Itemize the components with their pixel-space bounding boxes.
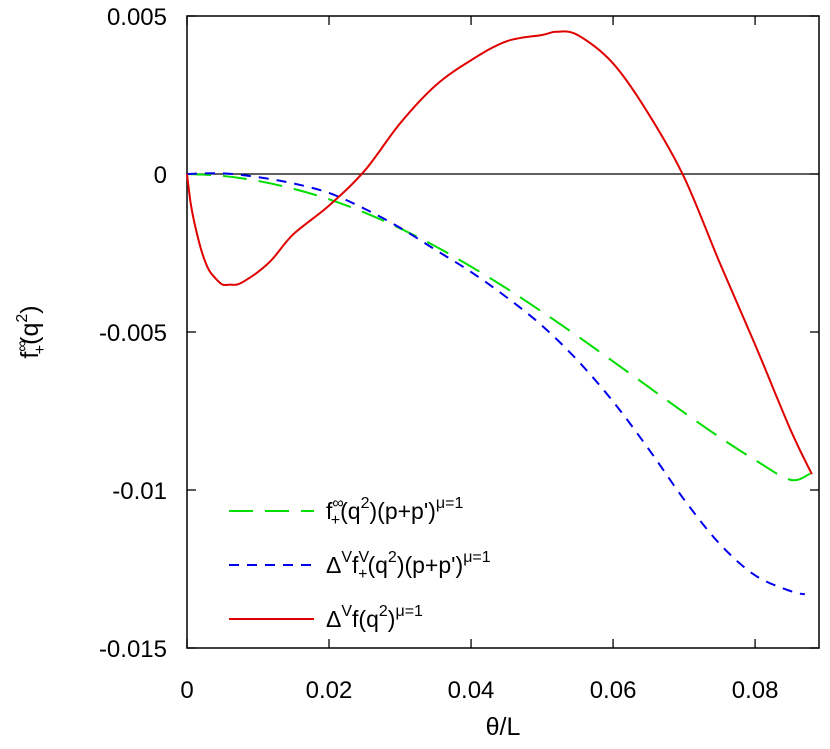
legend-label-red: ΔVf(q2)μ=1	[326, 603, 423, 632]
series-line-green	[186, 173, 813, 482]
y-axis-title: f∞+(q2)	[14, 305, 49, 358]
x-tick-label: 0.02	[306, 677, 353, 704]
series-line-red	[186, 30, 813, 475]
legend: f∞ +(q2)(p+p')μ=1 ΔVfV +(q2)(p+p')μ=1 ΔVf(…	[229, 495, 491, 632]
series-line-blue	[186, 172, 806, 596]
y-tick-label: -0.01	[112, 478, 167, 505]
x-tick-label: 0.08	[732, 677, 779, 704]
y-tick-label: -0.015	[99, 636, 167, 663]
x-tick-label: 0.06	[590, 677, 637, 704]
y-tick-label: 0.005	[107, 4, 167, 31]
series-group	[186, 30, 813, 596]
legend-label-blue: ΔVfV +(q2)(p+p')μ=1	[326, 549, 491, 583]
x-axis-title: θ/L	[486, 713, 521, 741]
ticks: 0 0.02 0.04 0.06 0.08 0.005 0 -0.005 -0.01 -0.015	[99, 4, 819, 704]
plot-frame	[186, 15, 820, 649]
legend-label-green: f∞ +(q2)(p+p')μ=1	[326, 495, 463, 529]
y-tick-label: -0.005	[99, 320, 167, 347]
y-tick-label: 0	[154, 162, 167, 189]
x-tick-label: 0.04	[448, 677, 495, 704]
x-tick-label: 0	[180, 677, 193, 704]
